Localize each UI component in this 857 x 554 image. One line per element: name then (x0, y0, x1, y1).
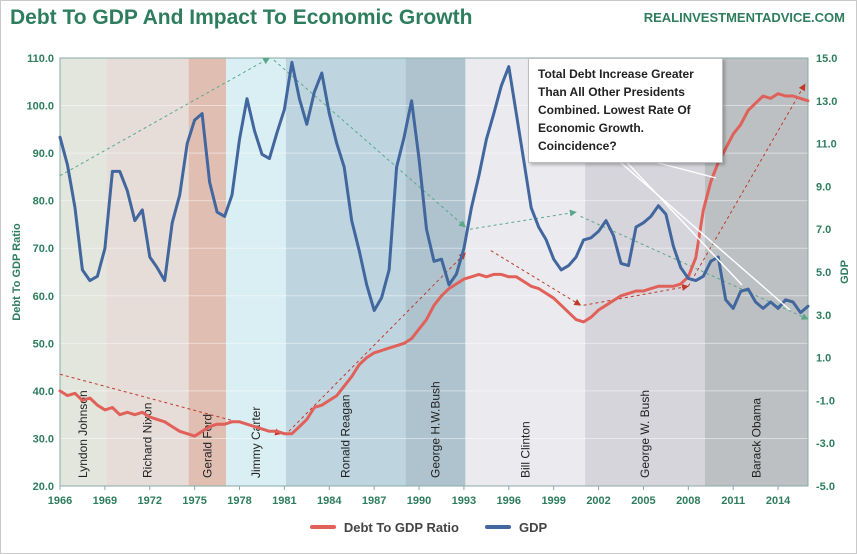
x-tick-label-15: 2011 (721, 495, 745, 507)
term-band-3 (226, 58, 286, 486)
y-right-tick-1: -3.0 (816, 438, 835, 450)
x-tick-label-3: 1975 (182, 495, 206, 507)
y-right-tick-3: 1.0 (816, 353, 831, 365)
term-label-8: Barack Obama (749, 398, 763, 478)
series-line-gdp (58, 60, 810, 315)
term-label-6: Bill Clinton (518, 421, 532, 478)
chart-title: Debt To GDP And Impact To Economic Growt… (10, 6, 473, 29)
y-left-tick-5: 70.0 (33, 243, 54, 255)
y-left-tick-6: 80.0 (33, 196, 54, 208)
x-tick-label-4: 1978 (227, 495, 251, 507)
y-right-tick-9: 13.0 (816, 96, 837, 108)
trend-arrow-debt-0 (59, 373, 283, 436)
legend-swatch-debt (309, 525, 336, 529)
term-band-2 (188, 58, 227, 486)
x-tick-label-2: 1972 (138, 495, 162, 507)
legend-label-debt: Debt To GDP Ratio (343, 519, 459, 535)
x-tick-label-13: 2005 (631, 495, 655, 507)
x-tick-label-7: 1987 (362, 495, 386, 507)
x-tick-label-14: 2008 (676, 495, 700, 507)
x-tick-label-9: 1993 (452, 495, 476, 507)
y-right-tick-10: 15.0 (816, 53, 837, 65)
trend-arrow-debt-4 (687, 83, 806, 287)
term-label-7: George W. Bush (638, 390, 652, 478)
term-label-5: George H.W.Bush (428, 381, 442, 478)
y-right-tick-0: -5.0 (816, 481, 835, 493)
term-label-1: Richard Nixon (141, 403, 155, 478)
x-tick-label-11: 1999 (541, 495, 565, 507)
legend-swatch-gdp (484, 525, 511, 529)
series-line-debt (58, 92, 810, 438)
x-tick-label-16: 2014 (766, 495, 791, 507)
source-label: REALINVESTMENTADVICE.COM (643, 10, 845, 25)
annotation-callout: Total Debt Increase Greater Than All Oth… (528, 58, 723, 163)
term-label-3: Jimmy Carter (249, 407, 263, 478)
y-right-tick-6: 7.0 (816, 224, 831, 236)
x-tick-label-10: 1996 (497, 495, 521, 507)
term-label-0: Lyndon Johnson (76, 390, 90, 478)
y-right-tick-4: 3.0 (816, 310, 831, 322)
y-left-tick-1: 30.0 (33, 433, 54, 445)
y-right-tick-7: 9.0 (816, 181, 831, 193)
x-tick-label-6: 1984 (317, 495, 342, 507)
y-right-tick-5: 5.0 (816, 267, 831, 279)
y-left-tick-4: 60.0 (33, 291, 54, 303)
y-left-tick-9: 110.0 (27, 53, 54, 65)
callout-pointer-1 (619, 154, 743, 286)
legend-label-gdp: GDP (518, 519, 548, 535)
x-tick-label-5: 1981 (272, 495, 296, 507)
legend-item-debt: Debt To GDP Ratio (309, 519, 459, 535)
term-label-2: Gerald Ford (200, 414, 214, 478)
y-left-tick-0: 20.0 (33, 481, 54, 493)
term-label-4: Ronald Reagan (339, 395, 353, 478)
x-tick-label-1: 1969 (93, 495, 117, 507)
trend-arrow-gdp-1 (273, 59, 466, 228)
trend-arrow-gdp-0 (59, 57, 271, 177)
y-left-tick-3: 50.0 (33, 338, 54, 350)
y-right-tick-8: 11.0 (816, 139, 837, 151)
y-left-axis-title: Debt To GDP Ratio (11, 223, 23, 321)
y-left-tick-2: 40.0 (33, 386, 54, 398)
y-right-axis-title: GDP (839, 260, 851, 284)
plot-border (59, 57, 809, 487)
x-tick-label-8: 1990 (407, 495, 431, 507)
x-tick-label-12: 2002 (586, 495, 610, 507)
y-left-tick-7: 90.0 (33, 148, 54, 160)
y-right-tick-2: -1.0 (816, 395, 835, 407)
legend-item-gdp: GDP (484, 519, 548, 535)
callout-pointer-2 (611, 154, 791, 311)
term-band-4 (285, 58, 406, 486)
y-left-tick-8: 100.0 (26, 101, 54, 113)
x-tick-label-0: 1966 (48, 495, 72, 507)
chart-legend: Debt To GDP Ratio GDP (0, 516, 857, 538)
